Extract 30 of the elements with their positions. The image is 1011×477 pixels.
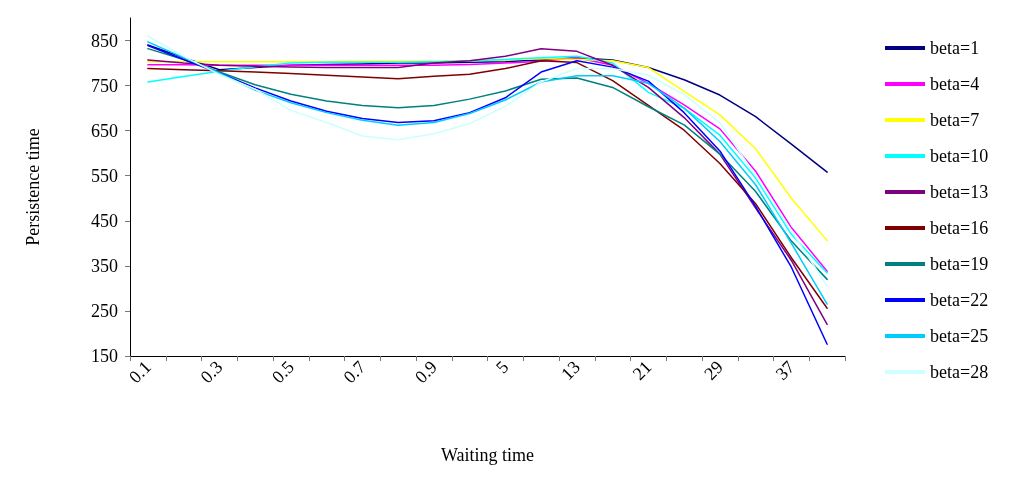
y-tick-label: 250	[91, 300, 118, 321]
x-tick-label: 0.1	[124, 356, 155, 387]
legend-label: beta=1	[930, 38, 980, 58]
legend-label: beta=25	[930, 326, 989, 346]
x-tick-label: 5	[491, 356, 513, 378]
x-tick-label: 0.7	[339, 356, 370, 387]
legend-label: beta=10	[930, 146, 989, 166]
x-tick-label: 37	[771, 356, 799, 384]
x-tick-label: 0.5	[267, 356, 298, 387]
y-tick-label: 750	[91, 75, 118, 96]
legend-label: beta=7	[930, 110, 980, 130]
y-axis-title: Persistence time	[23, 128, 43, 246]
y-tick-label: 650	[91, 120, 118, 141]
legend-label: beta=4	[930, 74, 980, 94]
x-tick-label: 29	[700, 356, 727, 384]
y-tick-label: 350	[91, 255, 118, 276]
legend-label: beta=13	[930, 182, 989, 202]
y-tick-label: 150	[91, 346, 118, 366]
x-tick-label: 0.3	[196, 356, 227, 387]
y-tick-label: 850	[91, 30, 118, 51]
x-tick-label: 13	[557, 356, 584, 384]
x-axis-title: Waiting time	[440, 445, 535, 465]
y-tick-label: 450	[91, 210, 118, 231]
legend-label: beta=22	[930, 290, 989, 310]
y-tick-label: 550	[91, 165, 118, 186]
legend-label: beta=19	[930, 254, 989, 274]
x-tick-label: 0.9	[410, 356, 441, 387]
legend-label: beta=16	[930, 218, 989, 238]
legend-label: beta=28	[930, 362, 989, 382]
x-tick-label: 21	[628, 356, 656, 384]
